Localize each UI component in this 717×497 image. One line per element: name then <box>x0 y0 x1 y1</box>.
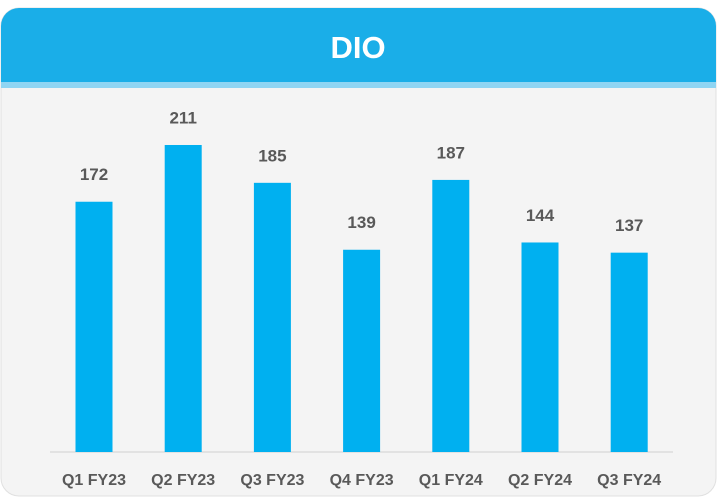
x-tick-label: Q1 FY23 <box>62 472 126 489</box>
bar <box>164 144 202 452</box>
header-edge <box>1 82 716 88</box>
data-label: 187 <box>437 143 465 162</box>
data-label: 144 <box>526 206 555 225</box>
data-label: 137 <box>615 216 643 235</box>
bar <box>75 201 113 452</box>
bar <box>521 242 559 452</box>
x-tick-label: Q2 FY24 <box>508 472 572 489</box>
x-tick-label: Q2 FY23 <box>151 472 215 489</box>
data-label: 139 <box>347 213 375 232</box>
bar <box>253 182 291 452</box>
bar <box>432 179 470 453</box>
bar <box>610 252 648 452</box>
x-tick-label: Q4 FY23 <box>330 472 394 489</box>
data-label: 172 <box>80 165 108 184</box>
data-label: 211 <box>169 108 196 127</box>
x-tick-label: Q3 FY23 <box>240 472 304 489</box>
chart-title: DIO <box>330 30 385 65</box>
data-label: 185 <box>258 146 286 165</box>
x-tick-label: Q3 FY24 <box>597 472 661 489</box>
x-tick-label: Q1 FY24 <box>419 472 483 489</box>
bar <box>343 249 381 452</box>
header <box>1 8 716 86</box>
